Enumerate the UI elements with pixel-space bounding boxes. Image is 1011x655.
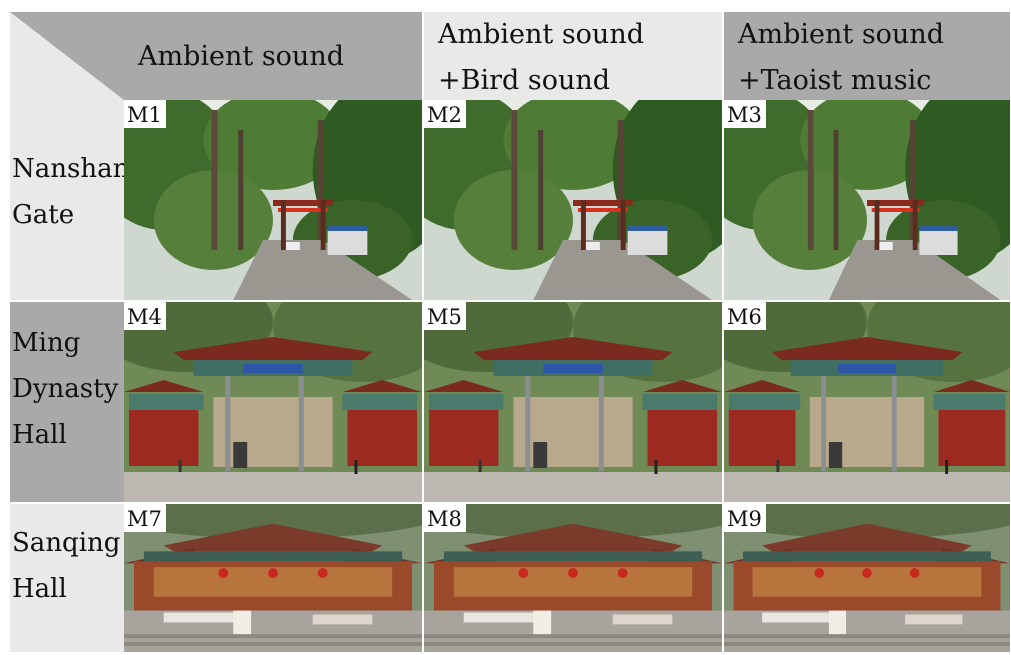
scene-image-m9: M9 (724, 504, 1010, 652)
temple-gateway-photo (724, 302, 1010, 502)
corner-cell (10, 12, 124, 100)
temple-hall-photo (424, 504, 722, 652)
column-header-bird: Ambient sound +Bird sound (424, 12, 722, 100)
column-header-ambient: Ambient sound (124, 12, 422, 100)
temple-hall-photo (724, 504, 1010, 652)
scene-id-label: M4 (124, 302, 166, 330)
row-label-line: Gate (12, 200, 75, 230)
row-label-line: Sanqing (12, 528, 121, 558)
row-label-nanshan-gate: Nanshan Gate (10, 100, 124, 300)
scene-id-label: M8 (424, 504, 466, 532)
forest-gate-photo (424, 100, 722, 300)
scene-image-m5: M5 (424, 302, 722, 502)
row-label-ming-dynasty-hall: Ming Dynasty Hall (10, 302, 124, 502)
temple-hall-photo (124, 504, 422, 652)
forest-gate-photo (124, 100, 422, 300)
scene-id-label: M1 (124, 100, 166, 128)
scene-id-label: M2 (424, 100, 466, 128)
scene-image-m2: M2 (424, 100, 722, 300)
forest-gate-photo (724, 100, 1010, 300)
row-label-line: Ming (12, 328, 81, 358)
scene-image-m4: M4 (124, 302, 422, 502)
diagonal-corner-shape (10, 12, 124, 100)
column-header-line: Ambient sound (438, 19, 644, 50)
stimulus-grid: Ambient sound Ambient sound +Bird sound … (10, 12, 1010, 652)
scene-id-label: M7 (124, 504, 166, 532)
temple-gateway-photo (124, 302, 422, 502)
row-label-sanqing-hall: Sanqing Hall (10, 504, 124, 652)
column-header-line: +Bird sound (438, 65, 611, 96)
scene-image-m7: M7 (124, 504, 422, 652)
scene-image-m3: M3 (724, 100, 1010, 300)
scene-id-label: M3 (724, 100, 766, 128)
column-header-line: Ambient sound (738, 19, 944, 50)
temple-gateway-photo (424, 302, 722, 502)
row-label-line: Hall (12, 420, 67, 450)
row-label-line: Dynasty (12, 374, 119, 404)
row-label-line: Nanshan (12, 154, 124, 184)
row-label-line: Hall (12, 574, 67, 604)
scene-image-m1: M1 (124, 100, 422, 300)
scene-id-label: M6 (724, 302, 766, 330)
column-header-line: +Taoist music (738, 65, 932, 96)
column-header-line: Ambient sound (138, 41, 344, 72)
scene-id-label: M9 (724, 504, 766, 532)
scene-id-label: M5 (424, 302, 466, 330)
column-header-taoist: Ambient sound +Taoist music (724, 12, 1010, 100)
scene-image-m8: M8 (424, 504, 722, 652)
scene-image-m6: M6 (724, 302, 1010, 502)
